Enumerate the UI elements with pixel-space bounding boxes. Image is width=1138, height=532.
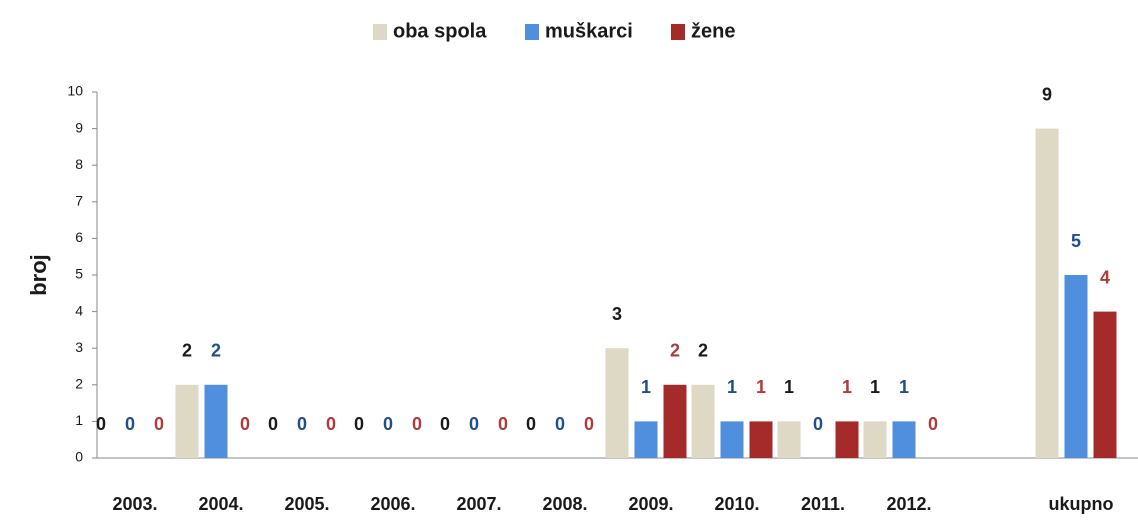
y-tick-label: 4 xyxy=(75,302,83,318)
bar xyxy=(1064,275,1088,458)
value-label: 0 xyxy=(412,414,422,434)
x-tick-label: ukupno xyxy=(1049,494,1114,514)
value-label: 0 xyxy=(928,414,938,434)
x-tick-label: 2012. xyxy=(886,494,931,514)
bar xyxy=(634,421,658,458)
value-label: 0 xyxy=(469,414,479,434)
bar xyxy=(777,421,801,458)
value-label: 0 xyxy=(526,414,536,434)
bar xyxy=(863,421,887,458)
bar xyxy=(1093,311,1117,458)
y-tick-label: 5 xyxy=(75,266,83,282)
value-label: 2 xyxy=(670,341,680,361)
y-tick-label: 2 xyxy=(75,376,83,392)
x-tick-label: 2011. xyxy=(801,494,845,514)
y-tick-label: 6 xyxy=(75,229,83,245)
y-tick-label: 0 xyxy=(75,449,83,465)
bar xyxy=(749,421,773,458)
bar xyxy=(720,421,744,458)
bar xyxy=(892,421,916,458)
y-tick-label: 3 xyxy=(75,339,83,355)
value-label: 0 xyxy=(154,414,164,434)
value-label: 0 xyxy=(584,414,594,434)
value-label: 0 xyxy=(813,414,823,434)
legend-swatch xyxy=(671,24,685,40)
value-label: 1 xyxy=(899,377,909,397)
value-label: 3 xyxy=(612,304,622,324)
value-label: 0 xyxy=(383,414,393,434)
bar xyxy=(1035,128,1059,458)
value-label: 1 xyxy=(756,377,766,397)
value-label: 0 xyxy=(240,414,250,434)
value-label: 0 xyxy=(297,414,307,434)
value-label: 9 xyxy=(1042,84,1052,104)
value-label: 0 xyxy=(354,414,364,434)
y-tick-label: 7 xyxy=(75,193,83,209)
value-label: 1 xyxy=(641,377,651,397)
y-tick-label: 1 xyxy=(75,412,83,428)
value-label: 0 xyxy=(96,414,106,434)
x-tick-label: 2005. xyxy=(284,494,329,514)
value-label: 0 xyxy=(555,414,565,434)
value-label: 4 xyxy=(1100,267,1110,287)
legend-swatch xyxy=(525,24,539,40)
value-label: 2 xyxy=(698,341,708,361)
value-label: 0 xyxy=(440,414,450,434)
x-tick-label: 2008. xyxy=(542,494,587,514)
y-axis-label: broj xyxy=(26,254,51,296)
y-tick-label: 8 xyxy=(75,156,83,172)
legend-label: muškarci xyxy=(545,20,633,42)
x-tick-label: 2006. xyxy=(370,494,415,514)
value-label: 0 xyxy=(498,414,508,434)
bar xyxy=(204,384,228,458)
value-label: 2 xyxy=(182,341,192,361)
y-tick-label: 10 xyxy=(67,83,83,99)
bar xyxy=(835,421,859,458)
legend-swatch xyxy=(373,24,387,40)
legend-label: žene xyxy=(691,20,735,42)
value-label: 1 xyxy=(870,377,880,397)
value-label: 5 xyxy=(1071,231,1081,251)
value-label: 0 xyxy=(326,414,336,434)
bar xyxy=(663,384,687,458)
x-tick-label: 2004. xyxy=(198,494,243,514)
value-label: 2 xyxy=(211,341,221,361)
bar xyxy=(175,384,199,458)
x-tick-label: 2010. xyxy=(714,494,759,514)
bar xyxy=(691,384,715,458)
value-label: 1 xyxy=(727,377,737,397)
bar xyxy=(605,348,629,458)
x-tick-label: 2007. xyxy=(456,494,501,514)
value-label: 1 xyxy=(842,377,852,397)
x-tick-label: 2009. xyxy=(628,494,673,514)
x-tick-label: 2003. xyxy=(112,494,157,514)
y-tick-label: 9 xyxy=(75,119,83,135)
legend-label: oba spola xyxy=(393,20,487,42)
value-label: 0 xyxy=(268,414,278,434)
value-label: 1 xyxy=(784,377,794,397)
value-label: 0 xyxy=(125,414,135,434)
